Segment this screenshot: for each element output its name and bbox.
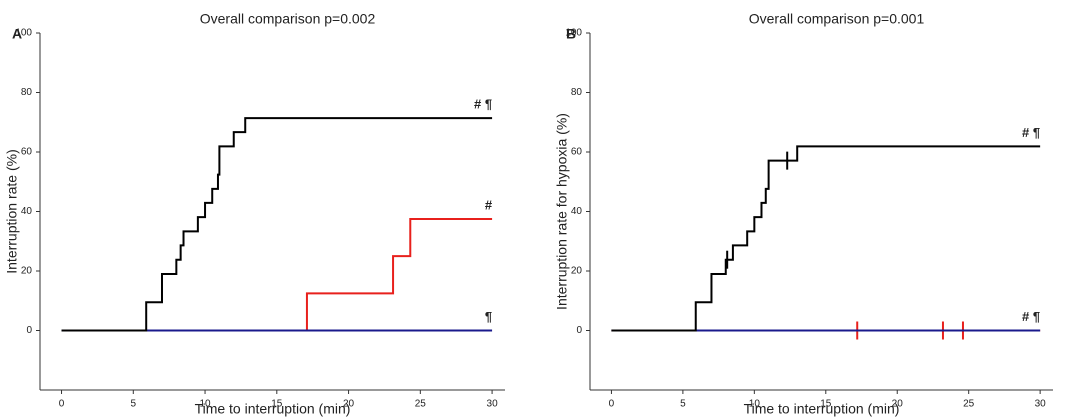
y-tick-label: 60 <box>571 147 583 158</box>
y-tick-label: 40 <box>571 206 583 217</box>
x-tick-label: 30 <box>487 399 499 410</box>
y-tick-label: 100 <box>565 28 582 39</box>
step-line <box>61 117 493 332</box>
x-tick-label: 10 <box>199 399 211 410</box>
y-tick-label: 80 <box>21 87 33 98</box>
panel-label: B <box>566 26 576 42</box>
y-tick-label: 60 <box>21 147 33 158</box>
x-tick-label: 0 <box>609 399 615 410</box>
x-tick-label: 15 <box>271 399 283 410</box>
step-line <box>61 217 493 332</box>
series-annotation: # ¶ <box>474 97 492 112</box>
y-tick-label: 20 <box>571 266 583 277</box>
y-tick-label: 0 <box>576 325 582 336</box>
y-tick-label: 80 <box>571 87 583 98</box>
chart-title: Overall comparison p=0.002 <box>200 11 376 27</box>
x-axis-label: Time to interruption (min) <box>195 401 351 417</box>
chart-title: Overall comparison p=0.001 <box>749 11 925 27</box>
x-tick-label: 10 <box>749 399 761 410</box>
y-tick-label: 0 <box>26 325 32 336</box>
x-tick-label: 15 <box>820 399 832 410</box>
x-axis-label: Time to interruption (min) <box>744 401 900 417</box>
x-tick-label: 5 <box>680 399 686 410</box>
y-axis-label: Interruption rate for hypoxia (%) <box>554 113 570 310</box>
x-tick-label: 25 <box>415 399 427 410</box>
series-annotation: # <box>485 197 493 212</box>
x-tick-label: 30 <box>1035 399 1047 410</box>
panel-label: A <box>12 26 22 42</box>
y-axis-label: Interruption rate (%) <box>4 149 20 274</box>
series-annotation: ¶ <box>485 309 492 324</box>
series-annotation: # ¶ <box>1022 125 1040 140</box>
x-tick-label: 25 <box>963 399 975 410</box>
y-tick-label: 100 <box>15 28 32 39</box>
x-tick-label: 5 <box>131 399 137 410</box>
series-annotation: # ¶ <box>1022 309 1040 324</box>
y-tick-label: 40 <box>21 206 33 217</box>
step-line <box>611 145 1041 332</box>
x-tick-label: 20 <box>892 399 904 410</box>
x-tick-label: 20 <box>343 399 355 410</box>
y-tick-label: 20 <box>21 266 33 277</box>
x-tick-label: 0 <box>59 399 65 410</box>
